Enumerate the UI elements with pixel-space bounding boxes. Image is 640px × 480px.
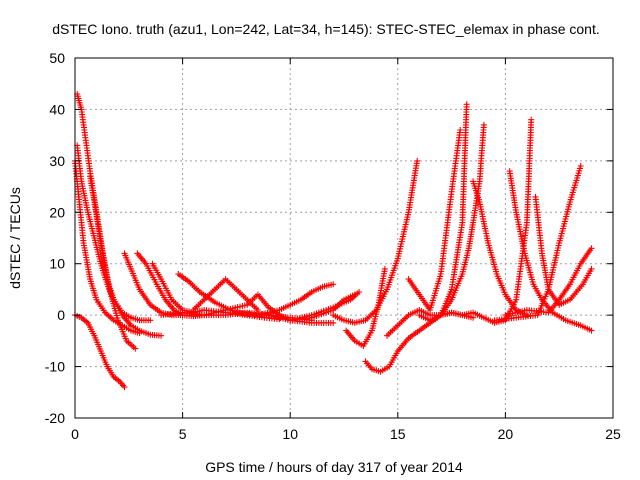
data-series-arc-aa xyxy=(491,163,584,324)
data-point xyxy=(330,281,337,288)
data-point xyxy=(588,265,595,272)
data-series-arc-o xyxy=(287,289,363,324)
data-series-arc-m xyxy=(233,281,337,319)
data-point xyxy=(480,121,487,128)
data-series-arc-s xyxy=(384,101,470,339)
data-point xyxy=(356,289,363,295)
y-tick-label: 10 xyxy=(49,256,65,272)
chart-title: dSTEC Iono. truth (azu1, Lon=242, Lat=34… xyxy=(52,21,599,37)
data-series-arc-v xyxy=(437,116,535,326)
data-point xyxy=(147,317,154,324)
x-tick-label: 5 xyxy=(179,426,187,442)
y-axis-label: dSTEC / TECUs xyxy=(7,187,23,289)
data-point xyxy=(463,101,470,108)
data-series-arc-l xyxy=(201,291,337,326)
x-tick-label: 0 xyxy=(71,426,79,442)
y-tick-label: 50 xyxy=(49,50,65,66)
data-point xyxy=(470,314,477,321)
data-series-arc-w xyxy=(470,178,530,319)
axis-ticks: 0 5 10 15 20 25 -20 -10 0 10 20 30 40 50 xyxy=(45,50,621,442)
data-series-arc-x xyxy=(506,168,595,334)
data-point xyxy=(254,307,261,313)
data-series-arc-j xyxy=(190,276,261,313)
data-point xyxy=(158,332,165,339)
data-point xyxy=(457,127,464,133)
plot-frame xyxy=(74,57,614,419)
x-tick-label: 25 xyxy=(605,426,621,442)
data-point xyxy=(330,319,337,326)
data-point xyxy=(414,157,421,164)
grid xyxy=(75,58,613,418)
data-point xyxy=(132,345,139,352)
data-series-arc-u xyxy=(416,121,487,324)
data-point xyxy=(121,384,128,391)
y-tick-label: -10 xyxy=(45,359,65,375)
y-tick-label: 30 xyxy=(49,153,65,169)
y-tick-label: 40 xyxy=(49,101,65,117)
data-point xyxy=(577,163,584,169)
data-series-arc-z xyxy=(502,245,595,319)
data-point xyxy=(588,327,595,334)
x-tick-label: 10 xyxy=(282,426,298,442)
data-series-arc-d xyxy=(87,173,154,324)
data-point xyxy=(588,245,595,252)
x-tick-label: 15 xyxy=(390,426,406,442)
x-tick-label: 20 xyxy=(498,426,514,442)
y-tick-label: 20 xyxy=(49,204,65,220)
data-point xyxy=(381,265,388,272)
series-layer xyxy=(72,91,595,391)
y-tick-label: -20 xyxy=(45,410,65,426)
data-series-arc-q xyxy=(343,265,388,349)
y-tick-label: 0 xyxy=(57,307,65,323)
data-point xyxy=(528,116,535,123)
x-axis-label: GPS time / hours of day 317 of year 2014 xyxy=(205,459,463,475)
data-series-arc-t xyxy=(405,127,464,313)
data-series-arc-e xyxy=(72,312,128,391)
